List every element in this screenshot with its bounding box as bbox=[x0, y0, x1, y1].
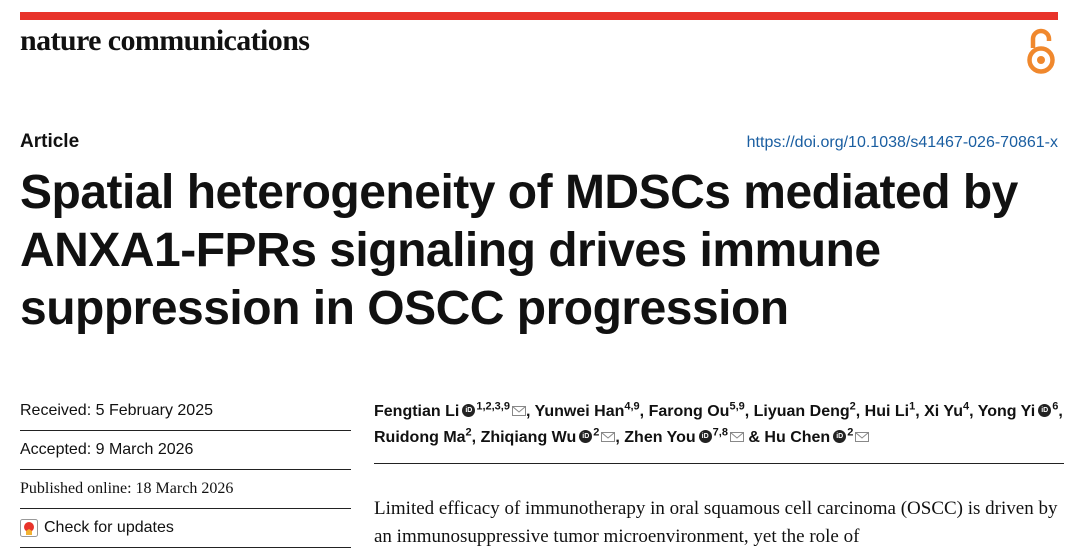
author-entry: Zhiqiang Wu iD 2, bbox=[480, 426, 625, 446]
author-affiliation: 2 bbox=[465, 426, 472, 439]
accepted-date: Accepted: 9 March 2026 bbox=[20, 431, 351, 470]
author-separator: , bbox=[615, 429, 625, 446]
open-access-icon bbox=[1027, 28, 1055, 74]
author-affiliation: 2 bbox=[593, 426, 600, 439]
orcid-icon[interactable]: iD bbox=[1038, 404, 1052, 418]
author-entry: Fengtian Li iD 1,2,3,9, bbox=[374, 400, 535, 420]
author-separator: , bbox=[639, 403, 649, 420]
journal-name[interactable]: nature communications bbox=[20, 24, 310, 57]
author-affiliation: 1 bbox=[909, 400, 916, 413]
author-affiliation: 1,2,3,9 bbox=[476, 400, 510, 413]
article-info-panel: Received: 5 February 2025 Accepted: 9 Ma… bbox=[20, 392, 351, 548]
author-entry: Yong Yi iD 6, bbox=[977, 400, 1063, 420]
check-updates-label: Check for updates bbox=[44, 519, 174, 536]
check-updates-icon bbox=[20, 519, 38, 537]
author-separator: , bbox=[471, 429, 481, 446]
author-name[interactable]: Farong Ou bbox=[648, 403, 730, 420]
author-list: Fengtian Li iD 1,2,3,9, Yunwei Han4,9, Far… bbox=[374, 399, 1064, 451]
author-affiliation: 4 bbox=[962, 400, 970, 413]
author-separator: , bbox=[915, 403, 925, 420]
email-icon[interactable] bbox=[729, 431, 744, 442]
author-separator: , bbox=[525, 403, 535, 420]
author-entry: Hu Chen iD 2 bbox=[764, 426, 870, 446]
check-updates-button[interactable]: Check for updates bbox=[20, 509, 351, 548]
published-date: Published online: 18 March 2026 bbox=[20, 470, 351, 509]
author-name[interactable]: Zhen You bbox=[624, 429, 696, 446]
author-separator: & bbox=[743, 429, 765, 446]
author-separator: , bbox=[744, 403, 754, 420]
accent-top-bar bbox=[20, 12, 1058, 20]
author-name[interactable]: Hui Li bbox=[864, 403, 910, 420]
email-icon[interactable] bbox=[601, 431, 616, 442]
author-name[interactable]: Xi Yu bbox=[924, 403, 963, 420]
article-type-label: Article bbox=[20, 131, 80, 152]
author-name[interactable]: Fengtian Li bbox=[374, 403, 460, 420]
author-name[interactable]: Yunwei Han bbox=[534, 403, 625, 420]
author-name[interactable]: Yong Yi bbox=[977, 403, 1036, 420]
author-affiliation: 2 bbox=[849, 400, 856, 413]
author-affiliation: 4,9 bbox=[624, 400, 640, 413]
author-entry: Ruidong Ma2, bbox=[374, 426, 481, 446]
author-entry: Yunwei Han4,9, bbox=[534, 400, 649, 420]
author-name[interactable]: Hu Chen bbox=[764, 429, 831, 446]
email-icon[interactable] bbox=[511, 405, 526, 416]
orcid-icon[interactable]: iD bbox=[833, 430, 847, 444]
author-entry: Hui Li1, bbox=[864, 400, 925, 420]
article-title: Spatial heterogeneity of MDSCs mediated … bbox=[20, 166, 1018, 335]
doi-link[interactable]: https://doi.org/10.1038/s41467-026-70861… bbox=[746, 134, 1058, 151]
author-affiliation: 2 bbox=[847, 426, 854, 439]
author-entry: Farong Ou5,9, bbox=[648, 400, 754, 420]
authors-divider bbox=[374, 463, 1064, 464]
author-affiliation: 5,9 bbox=[729, 400, 745, 413]
author-separator: , bbox=[855, 403, 865, 420]
author-separator: , bbox=[969, 403, 978, 420]
author-name[interactable]: Ruidong Ma bbox=[374, 429, 466, 446]
author-affiliation: 7,8 bbox=[712, 426, 728, 439]
email-icon[interactable] bbox=[855, 431, 870, 442]
orcid-icon[interactable]: iD bbox=[462, 404, 476, 418]
orcid-icon[interactable]: iD bbox=[579, 430, 593, 444]
received-date: Received: 5 February 2025 bbox=[20, 392, 351, 431]
author-entry: Zhen You iD 7,8 & bbox=[624, 426, 765, 446]
abstract-text: Limited efficacy of immunotherapy in ora… bbox=[374, 498, 1058, 547]
author-separator: , bbox=[1058, 403, 1063, 420]
author-entry: Liyuan Deng2, bbox=[753, 400, 865, 420]
author-name[interactable]: Liyuan Deng bbox=[753, 403, 850, 420]
author-entry: Xi Yu4, bbox=[924, 400, 978, 420]
orcid-icon[interactable]: iD bbox=[698, 430, 712, 444]
author-affiliation: 6 bbox=[1052, 400, 1059, 413]
author-name[interactable]: Zhiqiang Wu bbox=[480, 429, 577, 446]
